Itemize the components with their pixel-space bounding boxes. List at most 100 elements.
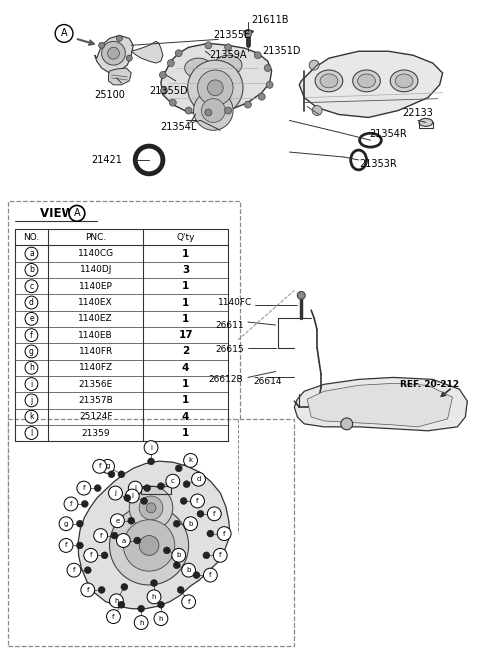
Bar: [8, 202, 240, 538]
Text: 1140FC: 1140FC: [218, 298, 252, 307]
Circle shape: [147, 590, 161, 604]
Ellipse shape: [395, 74, 413, 88]
Circle shape: [169, 99, 176, 106]
Circle shape: [128, 517, 135, 524]
Circle shape: [175, 50, 182, 57]
Circle shape: [204, 568, 217, 582]
Ellipse shape: [351, 150, 367, 170]
Text: f: f: [99, 533, 102, 538]
Text: f: f: [223, 531, 226, 536]
Circle shape: [184, 517, 197, 531]
Circle shape: [69, 206, 85, 221]
Circle shape: [126, 55, 132, 61]
Circle shape: [84, 548, 97, 562]
Circle shape: [138, 605, 144, 612]
Circle shape: [25, 329, 38, 342]
Ellipse shape: [320, 74, 338, 88]
Circle shape: [139, 496, 163, 520]
Circle shape: [76, 520, 84, 527]
Text: f: f: [213, 511, 216, 517]
Text: d: d: [29, 298, 34, 307]
Circle shape: [157, 601, 164, 608]
Circle shape: [25, 312, 38, 326]
Text: 21355E: 21355E: [214, 30, 251, 41]
Text: 25100: 25100: [94, 90, 125, 100]
Circle shape: [188, 60, 243, 115]
Text: 1140EB: 1140EB: [78, 331, 113, 340]
Text: 1140DJ: 1140DJ: [80, 265, 112, 274]
Text: 1140EX: 1140EX: [78, 298, 113, 307]
Circle shape: [197, 70, 233, 105]
Circle shape: [193, 91, 233, 130]
Circle shape: [134, 616, 148, 629]
Circle shape: [144, 441, 158, 455]
Circle shape: [341, 418, 353, 430]
Text: 4: 4: [182, 412, 189, 422]
Text: 21355D: 21355D: [150, 86, 188, 96]
Text: f: f: [112, 614, 115, 620]
Circle shape: [109, 506, 189, 585]
Text: 21354L: 21354L: [160, 122, 197, 132]
Text: 1: 1: [182, 379, 189, 389]
Circle shape: [225, 107, 231, 114]
Circle shape: [76, 542, 84, 549]
Circle shape: [309, 60, 319, 70]
Circle shape: [25, 410, 38, 423]
Ellipse shape: [214, 55, 242, 75]
Text: 21421: 21421: [91, 155, 122, 165]
Circle shape: [159, 71, 167, 79]
Text: f: f: [187, 599, 190, 605]
Text: 21353R: 21353R: [360, 159, 397, 169]
Text: l: l: [131, 493, 133, 499]
Text: f: f: [86, 587, 89, 593]
Ellipse shape: [353, 70, 380, 92]
Ellipse shape: [205, 70, 225, 86]
Circle shape: [207, 530, 214, 537]
Circle shape: [81, 583, 95, 597]
Circle shape: [258, 93, 265, 100]
Circle shape: [202, 99, 225, 122]
Polygon shape: [307, 383, 453, 427]
Circle shape: [25, 378, 38, 390]
Text: e: e: [29, 314, 34, 324]
Text: a: a: [29, 249, 34, 258]
Text: 22133: 22133: [402, 107, 433, 117]
Text: h: h: [29, 364, 34, 372]
Text: i: i: [134, 485, 136, 491]
Circle shape: [98, 586, 105, 593]
Circle shape: [172, 548, 186, 562]
Circle shape: [207, 80, 223, 96]
Text: 1140EZ: 1140EZ: [78, 314, 113, 324]
Circle shape: [108, 47, 120, 59]
Circle shape: [185, 107, 192, 114]
Circle shape: [183, 481, 190, 487]
Circle shape: [84, 567, 91, 574]
Text: f: f: [196, 498, 199, 504]
Circle shape: [168, 60, 174, 67]
Circle shape: [93, 459, 107, 474]
Text: 21359A: 21359A: [209, 50, 247, 60]
Circle shape: [154, 612, 168, 626]
Text: 1: 1: [182, 281, 189, 291]
Text: 26615: 26615: [216, 345, 244, 354]
Text: e: e: [115, 517, 120, 524]
Circle shape: [102, 41, 125, 65]
Circle shape: [254, 52, 261, 59]
Text: a: a: [121, 538, 125, 544]
Circle shape: [99, 43, 105, 48]
Text: 17: 17: [179, 330, 193, 340]
Circle shape: [160, 87, 168, 94]
Text: b: b: [29, 265, 34, 274]
Text: f: f: [89, 552, 92, 558]
Circle shape: [173, 562, 180, 569]
Circle shape: [151, 580, 157, 586]
Circle shape: [173, 520, 180, 527]
Circle shape: [81, 500, 88, 508]
Circle shape: [166, 474, 180, 488]
Circle shape: [157, 483, 164, 489]
Circle shape: [108, 486, 122, 500]
Circle shape: [266, 81, 273, 88]
Text: f: f: [209, 572, 212, 578]
Text: f: f: [219, 552, 221, 558]
Text: 21351D: 21351D: [262, 47, 301, 56]
